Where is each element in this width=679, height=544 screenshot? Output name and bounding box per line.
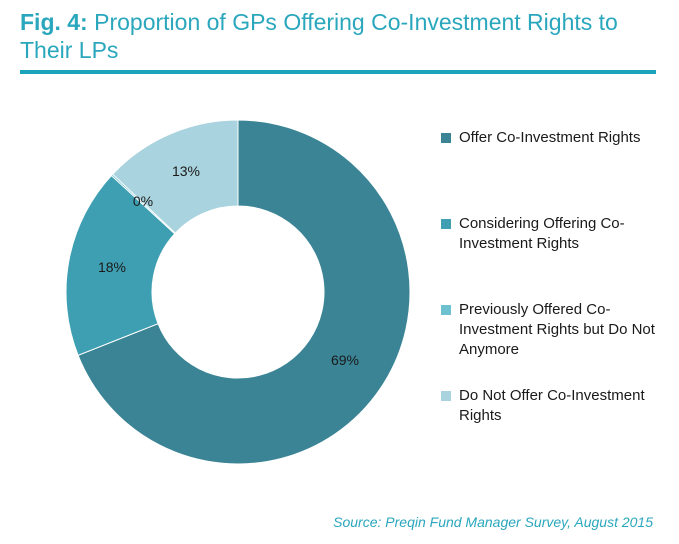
legend-item-offer: Offer Co-Investment Rights: [441, 128, 671, 148]
chart-title: Fig. 4: Proportion of GPs Offering Co-In…: [20, 8, 660, 64]
legend-swatch: [441, 219, 451, 229]
slice-considering: [65, 173, 177, 356]
legend-label: Previously Offered Co-Investment Rights …: [459, 301, 655, 358]
legend-swatch: [441, 305, 451, 315]
data-label: 18%: [98, 259, 126, 275]
legend-swatch: [441, 133, 451, 143]
legend-label: Considering Offering Co-Investment Right…: [459, 215, 625, 252]
legend-swatch: [441, 391, 451, 401]
figure-number: Fig. 4:: [20, 9, 88, 35]
data-label: 0%: [133, 193, 153, 209]
slice-offer: [77, 119, 411, 465]
legend-item-considering: Considering Offering Co-Investment Right…: [441, 214, 671, 254]
title-divider: [20, 70, 656, 74]
legend-item-do-not-offer: Do Not Offer Co-Investment Rights: [441, 386, 671, 426]
source-note: Source: Preqin Fund Manager Survey, Augu…: [333, 514, 653, 530]
data-label: 13%: [172, 163, 200, 179]
data-label: 69%: [331, 352, 359, 368]
legend-item-previously-offered: Previously Offered Co-Investment Rights …: [441, 300, 671, 360]
legend-label: Offer Co-Investment Rights: [459, 129, 641, 146]
legend-label: Do Not Offer Co-Investment Rights: [459, 387, 645, 424]
slice-do-not-offer: [111, 119, 239, 234]
figure-title-text: Proportion of GPs Offering Co-Investment…: [20, 9, 618, 63]
